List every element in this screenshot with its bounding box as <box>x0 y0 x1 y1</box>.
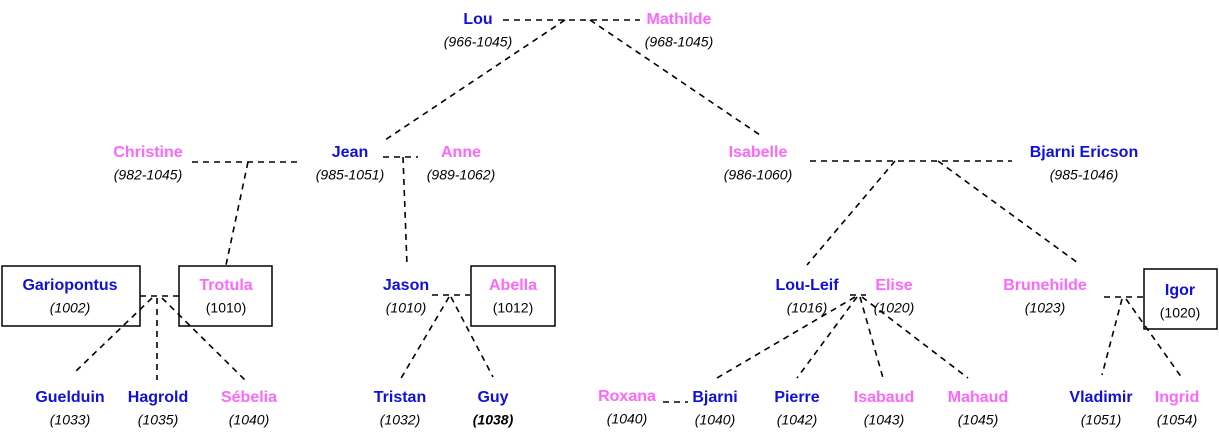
person-dates: (1020) <box>874 300 914 316</box>
person-name: Bjarni <box>692 389 737 406</box>
person-name: Igor <box>1165 282 1195 299</box>
person-name: Elise <box>875 277 912 294</box>
person-dates: (1032) <box>380 412 420 428</box>
person-dates: (1010) <box>206 300 246 316</box>
person-name: Pierre <box>774 389 819 406</box>
box <box>470 265 556 327</box>
person-name: Lou-Leif <box>775 277 839 294</box>
link <box>74 297 153 373</box>
person-dates: (985-1046) <box>1050 167 1119 183</box>
link <box>225 161 249 266</box>
person-name: Bjarni Ericson <box>1030 144 1138 161</box>
person-dates: (1023) <box>1025 300 1065 316</box>
person-name: Jean <box>332 144 368 161</box>
person-name: Trotula <box>199 277 252 294</box>
box <box>178 265 273 327</box>
link <box>381 19 566 143</box>
person-dates: (1012) <box>493 300 533 316</box>
person-name: Mahaud <box>948 389 1008 406</box>
person-name: Hagrold <box>128 389 188 406</box>
person-dates: (1045) <box>958 412 998 428</box>
person-name: Guelduin <box>35 389 104 406</box>
person-name: Christine <box>113 144 182 161</box>
link <box>402 156 408 266</box>
person-dates: (1016) <box>787 300 827 316</box>
link <box>796 296 858 379</box>
person-dates: (1051) <box>1081 412 1121 428</box>
person-dates: (1040) <box>229 412 269 428</box>
link <box>859 296 884 379</box>
link <box>806 160 896 266</box>
person-dates: (1033) <box>50 412 90 428</box>
person-name: Jason <box>383 277 429 294</box>
person-dates: (1043) <box>864 412 904 428</box>
person-dates: (1035) <box>138 412 178 428</box>
link <box>937 160 1079 264</box>
box <box>1143 268 1218 330</box>
person-name: Isabaud <box>854 389 914 406</box>
person-dates: (1040) <box>607 411 647 427</box>
person-name: Mathilde <box>647 11 712 28</box>
link <box>1125 298 1183 379</box>
person-name: Anne <box>441 144 481 161</box>
link <box>399 296 450 381</box>
link <box>716 296 856 379</box>
link <box>161 297 246 381</box>
link <box>450 296 494 378</box>
person-name: Abella <box>489 277 537 294</box>
link <box>861 296 969 379</box>
person-dates: (966-1045) <box>444 34 513 50</box>
person-name: Lou <box>463 11 492 28</box>
box <box>1 265 141 327</box>
person-dates: (1038) <box>473 412 514 428</box>
person-dates: (968-1045) <box>645 34 714 50</box>
link <box>589 19 761 136</box>
person-dates: (1020) <box>1160 305 1200 321</box>
person-dates: (1054) <box>1157 412 1197 428</box>
person-name: Guy <box>477 389 508 406</box>
person-dates: (1010) <box>386 300 426 316</box>
person-name: Sébelia <box>221 389 277 406</box>
person-dates: (989-1062) <box>427 167 496 183</box>
person-name: Ingrid <box>1155 389 1199 406</box>
person-dates: (986-1060) <box>724 167 793 183</box>
person-name: Brunehilde <box>1003 277 1087 294</box>
person-dates: (1002) <box>50 300 90 316</box>
person-dates: (985-1051) <box>316 167 385 183</box>
link <box>1101 298 1123 376</box>
person-dates: (1042) <box>777 412 817 428</box>
person-dates: (982-1045) <box>114 167 183 183</box>
person-name: Roxana <box>598 388 656 405</box>
person-name: Isabelle <box>729 144 788 161</box>
person-dates: (1040) <box>695 412 735 428</box>
person-name: Vladimir <box>1069 389 1132 406</box>
person-name: Gariopontus <box>22 277 117 294</box>
person-name: Tristan <box>374 389 426 406</box>
